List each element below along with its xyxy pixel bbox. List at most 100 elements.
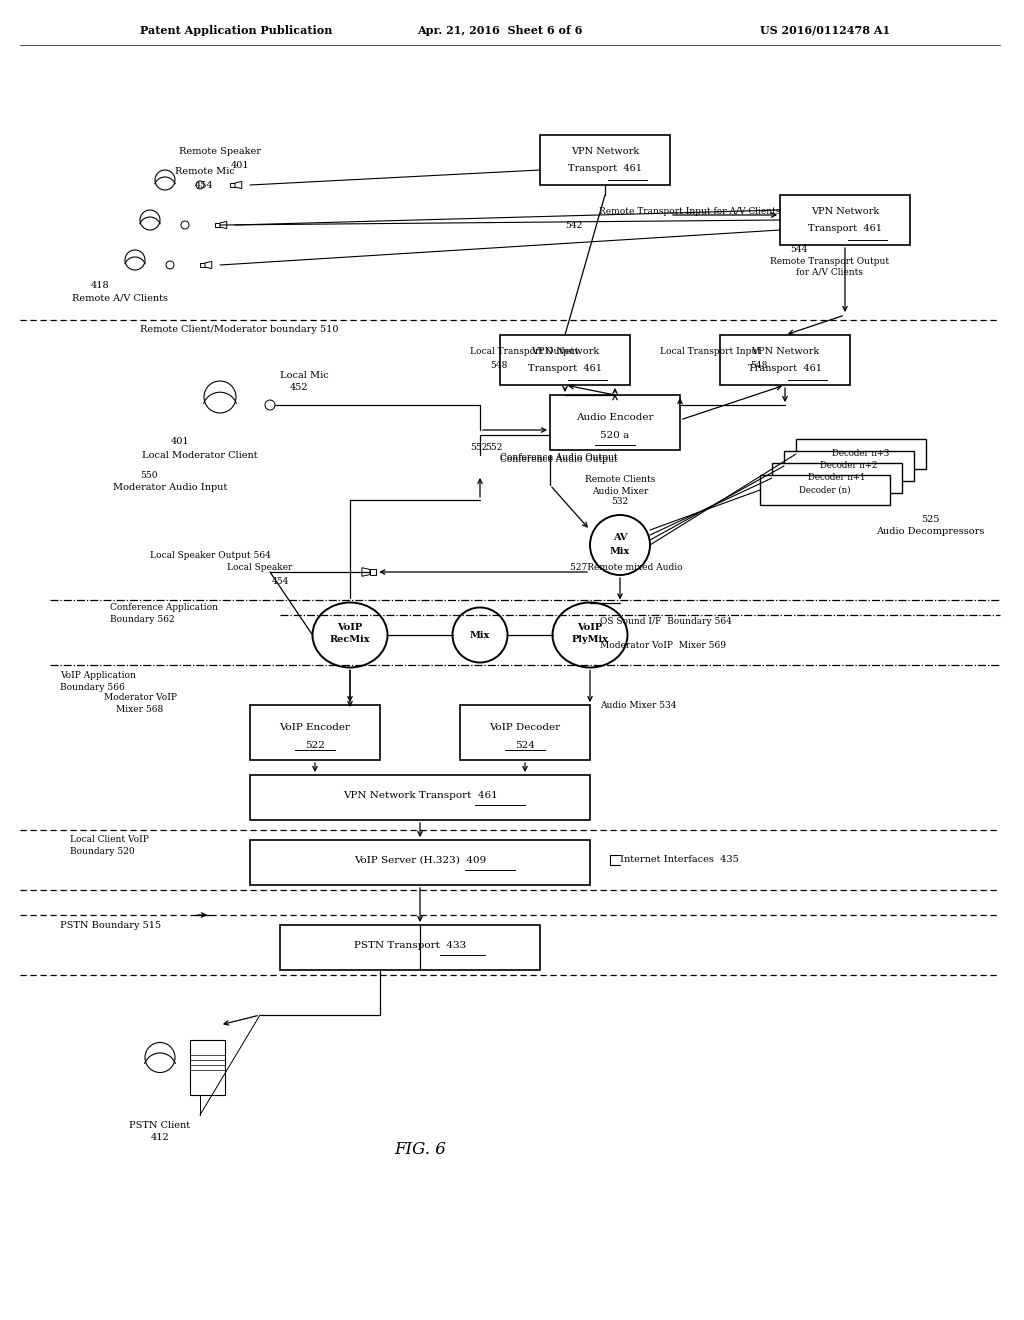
Circle shape — [265, 400, 275, 411]
Text: OS Sound I/F  Boundary 564: OS Sound I/F Boundary 564 — [600, 618, 732, 627]
Circle shape — [590, 515, 650, 576]
Text: Remote Mic: Remote Mic — [175, 168, 234, 177]
Text: 550: 550 — [140, 470, 158, 479]
Polygon shape — [205, 261, 212, 268]
Polygon shape — [361, 568, 370, 577]
Text: RecMix: RecMix — [330, 635, 371, 644]
Text: VoIP: VoIP — [578, 623, 603, 632]
Text: Conference Audio Output: Conference Audio Output — [500, 455, 617, 465]
Text: VoIP Application: VoIP Application — [60, 671, 136, 680]
Text: Local Moderator Client: Local Moderator Client — [142, 450, 258, 459]
Text: Local Speaker Output 564: Local Speaker Output 564 — [150, 550, 271, 560]
Text: 525: 525 — [921, 516, 939, 524]
Bar — [370, 569, 376, 574]
Bar — [280, 925, 540, 970]
Text: PlyMix: PlyMix — [571, 635, 608, 644]
Text: Transport  461: Transport 461 — [808, 224, 882, 234]
Text: Internet Interfaces  435: Internet Interfaces 435 — [620, 855, 738, 865]
Text: Remote A/V Clients: Remote A/V Clients — [72, 293, 168, 302]
Text: Remote Speaker: Remote Speaker — [179, 148, 261, 157]
Circle shape — [145, 1043, 175, 1072]
Text: Conference Application: Conference Application — [110, 603, 218, 612]
Text: Remote Transport Input for A/V Clients: Remote Transport Input for A/V Clients — [599, 207, 780, 216]
Bar — [760, 475, 890, 506]
Text: Local Client VoIP: Local Client VoIP — [70, 836, 148, 845]
Text: 452: 452 — [290, 384, 308, 392]
Bar — [796, 440, 926, 469]
Bar — [229, 183, 234, 187]
Text: Transport  461: Transport 461 — [748, 364, 822, 374]
Text: 520 a: 520 a — [600, 430, 630, 440]
Text: 454: 454 — [271, 578, 289, 586]
Text: Audio Encoder: Audio Encoder — [577, 413, 653, 422]
Text: Decoder n+2: Decoder n+2 — [820, 462, 878, 470]
Text: 524: 524 — [515, 741, 535, 750]
Text: VPN Network: VPN Network — [530, 347, 599, 356]
Text: 401: 401 — [230, 161, 249, 169]
Text: Decoder n+1: Decoder n+1 — [808, 474, 865, 483]
Text: VPN Network: VPN Network — [751, 347, 819, 356]
Text: Patent Application Publication: Patent Application Publication — [140, 25, 333, 36]
Text: Remote Client/Moderator boundary 510: Remote Client/Moderator boundary 510 — [140, 326, 339, 334]
Text: 418: 418 — [91, 281, 110, 289]
Bar — [720, 335, 850, 385]
Text: Remote Clients: Remote Clients — [585, 475, 655, 484]
Bar — [550, 395, 680, 450]
Text: Local Speaker: Local Speaker — [227, 564, 293, 573]
Text: Mix: Mix — [470, 631, 490, 639]
Text: Audio Mixer: Audio Mixer — [592, 487, 648, 496]
Text: Audio Decompressors: Audio Decompressors — [876, 528, 984, 536]
Text: Decoder n+3: Decoder n+3 — [833, 450, 890, 458]
Text: VoIP Encoder: VoIP Encoder — [280, 723, 350, 733]
Text: Audio Mixer 534: Audio Mixer 534 — [600, 701, 677, 710]
Text: Transport  461: Transport 461 — [528, 364, 602, 374]
Bar — [250, 840, 590, 884]
Text: Boundary 520: Boundary 520 — [70, 847, 134, 857]
Text: VoIP Decoder: VoIP Decoder — [489, 723, 560, 733]
Bar — [250, 775, 590, 820]
Text: Decoder (n): Decoder (n) — [799, 486, 851, 495]
Text: for A/V Clients: for A/V Clients — [797, 268, 863, 276]
Bar — [540, 135, 670, 185]
Text: PSTN Boundary 515: PSTN Boundary 515 — [60, 920, 161, 929]
Bar — [500, 335, 630, 385]
Bar — [772, 463, 902, 492]
Text: VoIP: VoIP — [337, 623, 362, 632]
Text: Moderator VoIP: Moderator VoIP — [103, 693, 176, 702]
Text: Mixer 568: Mixer 568 — [117, 705, 164, 714]
Text: VPN Network Transport  461: VPN Network Transport 461 — [343, 791, 498, 800]
Circle shape — [181, 220, 189, 228]
Text: 544: 544 — [790, 246, 807, 255]
Text: VoIP Server (H.323)  409: VoIP Server (H.323) 409 — [354, 855, 486, 865]
Text: 454: 454 — [195, 181, 214, 190]
Ellipse shape — [553, 602, 628, 668]
Bar — [780, 195, 910, 246]
Text: 522: 522 — [305, 741, 325, 750]
Bar — [215, 223, 220, 227]
Text: Local Transport Input: Local Transport Input — [660, 347, 761, 356]
Circle shape — [196, 181, 204, 189]
Text: PSTN Client: PSTN Client — [129, 1121, 190, 1130]
Text: 532: 532 — [611, 498, 629, 507]
Bar — [190, 1040, 225, 1096]
Polygon shape — [220, 222, 226, 228]
Text: FIG. 6: FIG. 6 — [394, 1142, 445, 1159]
Text: VPN Network: VPN Network — [570, 147, 639, 156]
Circle shape — [140, 210, 160, 230]
Text: Transport  461: Transport 461 — [568, 164, 642, 173]
Text: 552: 552 — [485, 444, 503, 453]
Text: 548: 548 — [750, 360, 767, 370]
Text: Conference Audio Output: Conference Audio Output — [500, 454, 617, 462]
Text: 401: 401 — [171, 437, 189, 446]
Text: 552: 552 — [470, 444, 487, 453]
Text: AV: AV — [612, 533, 628, 543]
Circle shape — [125, 249, 145, 271]
Text: VPN Network: VPN Network — [811, 207, 880, 216]
Bar — [200, 263, 205, 267]
Circle shape — [155, 170, 175, 190]
Bar — [250, 705, 380, 760]
Text: Remote Transport Output: Remote Transport Output — [770, 257, 890, 267]
Bar — [460, 705, 590, 760]
Text: Mix: Mix — [610, 548, 630, 557]
Circle shape — [204, 381, 236, 413]
